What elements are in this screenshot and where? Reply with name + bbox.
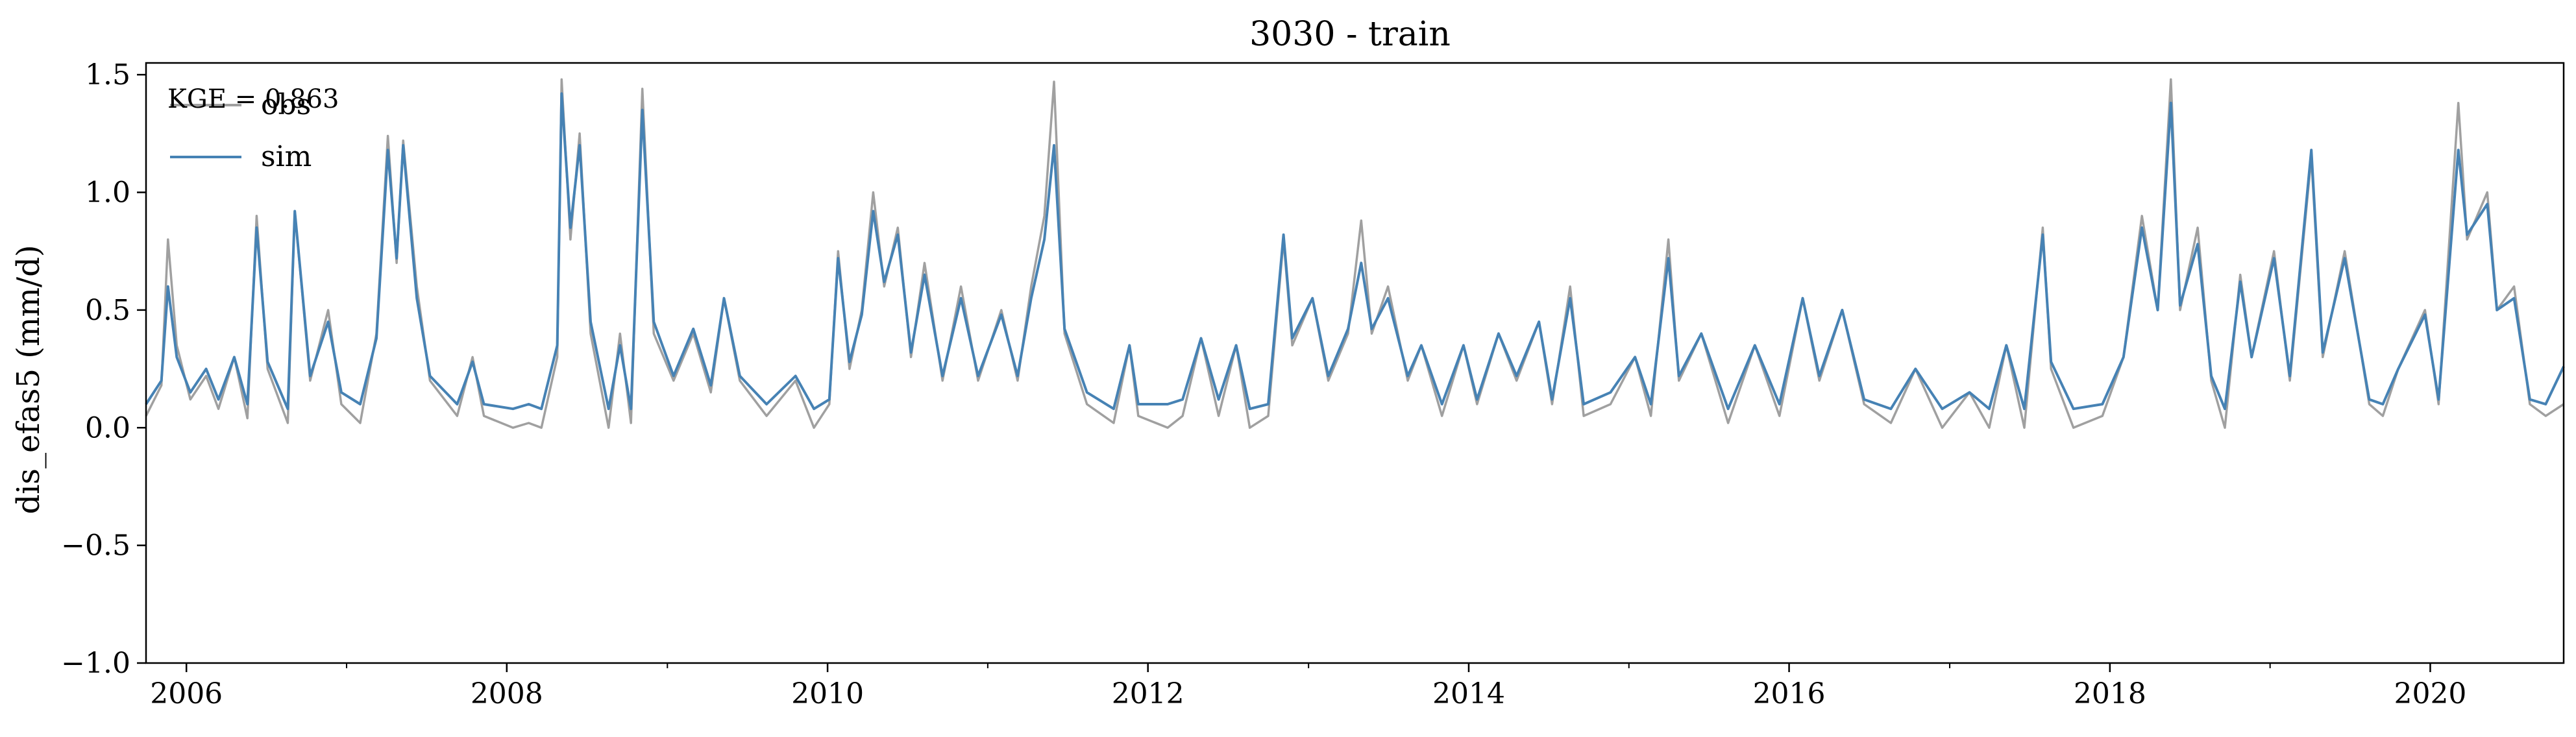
x-tick-label: 2006 [150, 677, 223, 710]
plot-area: −1.0 −0.5 0.0 0.5 1.0 1.5 2006 2008 2010 2012 2014… [61, 58, 2565, 710]
x-tick-label: 2016 [1753, 677, 1826, 710]
y-tick-label: 1.0 [85, 176, 130, 210]
y-tick-label: −1.0 [61, 647, 130, 680]
y-axis-label: dis_efas5 (mm/d) [10, 245, 47, 514]
x-tick-label: 2008 [471, 677, 543, 710]
x-tick-label: 2018 [2074, 677, 2146, 710]
series-line-sim [145, 92, 2565, 411]
plot-frame [145, 62, 2565, 664]
x-tick-label: 2010 [791, 677, 864, 710]
series-line-obs [145, 78, 2564, 429]
legend-label-sim: sim [261, 140, 312, 173]
y-tick-label: 1.5 [85, 58, 130, 91]
x-tick-label: 2012 [1112, 677, 1184, 710]
x-tick-label: 2014 [1432, 677, 1505, 710]
x-tick-label: 2020 [2394, 677, 2466, 710]
legend-label-obs: obs [261, 88, 311, 121]
y-tick-label: −0.5 [61, 529, 130, 562]
y-tick-label: 0.0 [85, 411, 130, 444]
kge-annotation: KGE = 0.863 [167, 84, 339, 114]
legend: obs sim [170, 88, 312, 173]
y-tick-label: 0.5 [85, 294, 130, 327]
chart-title: 3030 - train [1249, 15, 1451, 54]
